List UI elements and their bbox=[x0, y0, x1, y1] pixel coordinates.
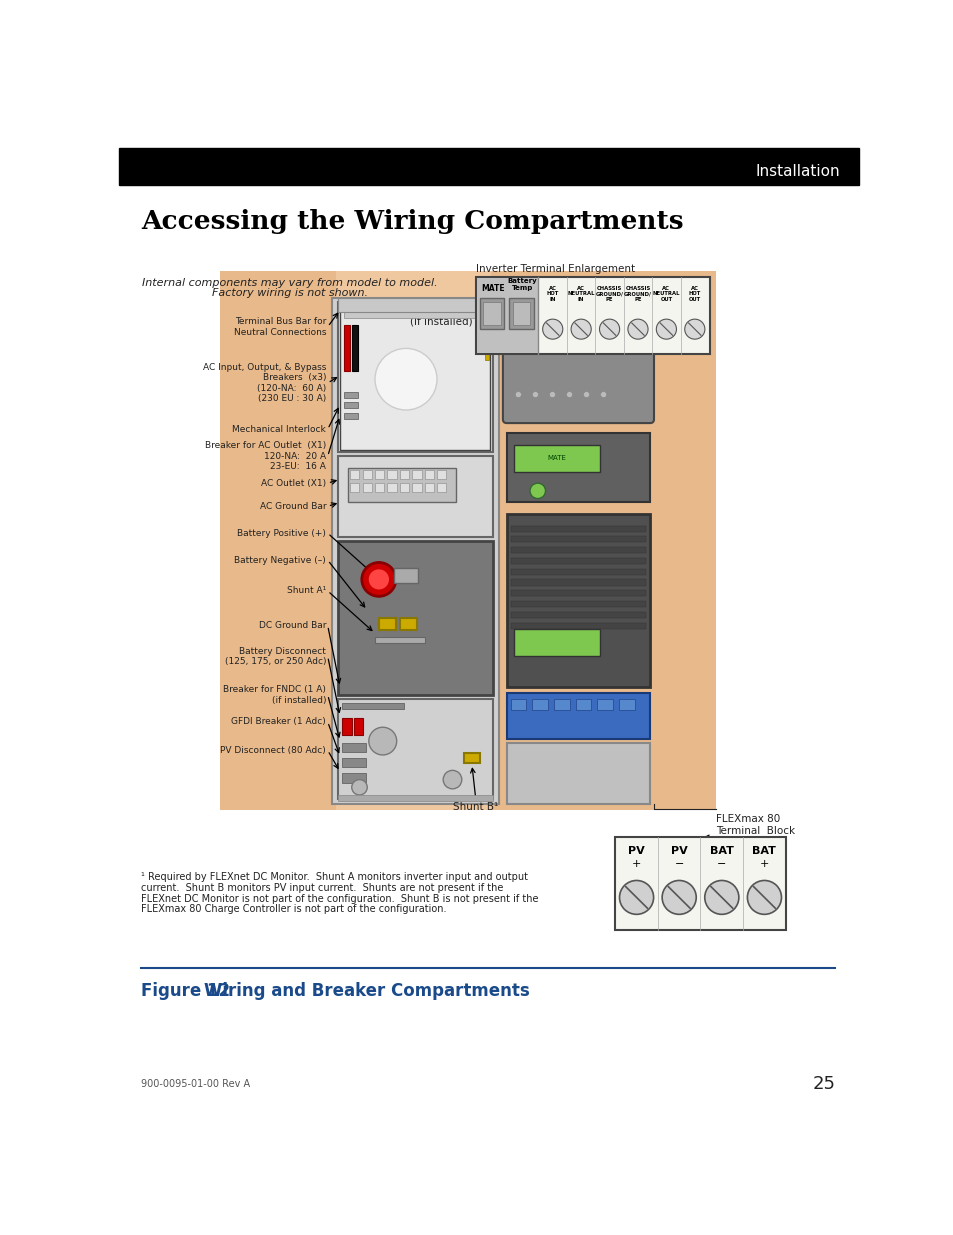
Text: Breaker for FNDC (1 A)
(if installed): Breaker for FNDC (1 A) (if installed) bbox=[223, 685, 326, 705]
Circle shape bbox=[542, 319, 562, 340]
Text: Accessing the Wiring Compartments: Accessing the Wiring Compartments bbox=[141, 209, 683, 233]
Text: AC Ground Bar: AC Ground Bar bbox=[259, 501, 326, 511]
Bar bbox=[506, 742, 649, 804]
Bar bbox=[532, 699, 547, 710]
Bar bbox=[220, 272, 716, 810]
Bar bbox=[510, 568, 645, 574]
Bar bbox=[352, 325, 357, 372]
Circle shape bbox=[375, 348, 436, 410]
Bar bbox=[510, 526, 645, 531]
Bar bbox=[464, 752, 479, 763]
Bar bbox=[332, 299, 498, 804]
Text: AC
HOT
OUT: AC HOT OUT bbox=[688, 285, 700, 301]
Text: Battery Disconnect
(125, 175, or 250 Adc): Battery Disconnect (125, 175, or 250 Adc… bbox=[225, 647, 326, 666]
Bar bbox=[618, 699, 634, 710]
Text: PV Disconnect (80 Adc): PV Disconnect (80 Adc) bbox=[220, 746, 326, 755]
Text: PV: PV bbox=[627, 846, 644, 856]
Bar bbox=[340, 305, 490, 450]
Bar bbox=[412, 471, 421, 479]
Bar bbox=[476, 277, 709, 353]
Bar bbox=[342, 742, 365, 752]
Bar bbox=[344, 412, 357, 419]
Bar bbox=[399, 618, 416, 630]
Bar bbox=[342, 703, 404, 709]
Bar bbox=[510, 536, 645, 542]
Bar bbox=[337, 456, 493, 537]
Text: BAT: BAT bbox=[752, 846, 776, 856]
Bar bbox=[394, 568, 417, 583]
Circle shape bbox=[443, 771, 461, 789]
Circle shape bbox=[515, 391, 521, 398]
Bar bbox=[436, 471, 446, 479]
Circle shape bbox=[530, 483, 545, 499]
Text: MATE: MATE bbox=[547, 454, 566, 461]
Circle shape bbox=[583, 391, 589, 398]
Bar bbox=[337, 299, 493, 312]
Bar bbox=[575, 699, 591, 710]
Text: 25: 25 bbox=[812, 1074, 835, 1093]
Text: Battery
Temp: Battery Temp bbox=[507, 278, 537, 291]
Text: 900-0095-01-00 Rev A: 900-0095-01-00 Rev A bbox=[141, 1078, 250, 1089]
Text: BAT: BAT bbox=[709, 846, 733, 856]
Circle shape bbox=[746, 881, 781, 914]
Bar bbox=[476, 278, 537, 353]
Bar bbox=[375, 471, 384, 479]
Bar bbox=[344, 403, 357, 409]
Bar bbox=[513, 303, 530, 325]
Circle shape bbox=[571, 319, 591, 340]
Text: −: − bbox=[717, 860, 726, 869]
Text: Breaker for AC Outlet  (X1)
120-NA:  20 A
23-EU:  16 A: Breaker for AC Outlet (X1) 120-NA: 20 A … bbox=[205, 441, 326, 471]
Bar bbox=[424, 471, 434, 479]
Circle shape bbox=[627, 319, 647, 340]
Circle shape bbox=[656, 319, 676, 340]
Bar bbox=[348, 468, 456, 503]
Circle shape bbox=[549, 391, 555, 398]
Bar bbox=[342, 718, 352, 735]
Bar bbox=[342, 773, 365, 783]
Bar bbox=[424, 483, 434, 493]
Bar bbox=[387, 483, 396, 493]
Text: Figure 12: Figure 12 bbox=[141, 982, 230, 1000]
Bar bbox=[510, 622, 645, 629]
Circle shape bbox=[684, 319, 704, 340]
Bar bbox=[399, 483, 409, 493]
Text: −: − bbox=[674, 860, 683, 869]
Text: ¹ Required by FLEXnet DC Monitor.  Shunt A monitors inverter input and output: ¹ Required by FLEXnet DC Monitor. Shunt … bbox=[141, 872, 527, 882]
Text: Shunt A¹: Shunt A¹ bbox=[287, 587, 326, 595]
Bar bbox=[506, 433, 649, 503]
Bar bbox=[342, 758, 365, 767]
Bar bbox=[337, 795, 493, 802]
Bar bbox=[510, 558, 645, 564]
Bar bbox=[344, 309, 481, 317]
Circle shape bbox=[599, 391, 606, 398]
Bar bbox=[509, 299, 534, 330]
Circle shape bbox=[598, 319, 619, 340]
Text: +: + bbox=[631, 860, 640, 869]
Bar bbox=[362, 471, 372, 479]
Bar bbox=[506, 693, 649, 739]
Text: Terminal Bus Bar for
Neutral Connections: Terminal Bus Bar for Neutral Connections bbox=[233, 317, 326, 337]
Circle shape bbox=[532, 391, 537, 398]
Text: Installation: Installation bbox=[755, 164, 840, 179]
Text: Battery Positive (+): Battery Positive (+) bbox=[237, 529, 326, 537]
Text: AC Input, Output, & Bypass
Breakers  (x3)
(120-NA:  60 A)
(230 EU : 30 A): AC Input, Output, & Bypass Breakers (x3)… bbox=[203, 363, 326, 403]
Bar bbox=[514, 630, 599, 656]
Text: Factory wiring is not shown.: Factory wiring is not shown. bbox=[212, 288, 367, 298]
Bar bbox=[344, 391, 357, 398]
Bar bbox=[335, 272, 491, 810]
Text: DC Ground Bar: DC Ground Bar bbox=[258, 621, 326, 630]
Bar bbox=[337, 699, 493, 799]
Bar bbox=[484, 333, 488, 359]
Bar bbox=[375, 483, 384, 493]
Bar bbox=[387, 471, 396, 479]
Circle shape bbox=[352, 779, 367, 795]
Text: Inverter Terminal Enlargement: Inverter Terminal Enlargement bbox=[476, 264, 634, 274]
Text: Internal components may vary from model to model.: Internal components may vary from model … bbox=[142, 278, 437, 288]
Bar bbox=[412, 483, 421, 493]
Bar bbox=[510, 601, 645, 608]
Bar bbox=[350, 471, 359, 479]
Bar bbox=[337, 541, 493, 695]
Circle shape bbox=[368, 568, 390, 590]
Bar bbox=[337, 303, 493, 452]
Text: Battery Negative (–): Battery Negative (–) bbox=[234, 556, 326, 564]
